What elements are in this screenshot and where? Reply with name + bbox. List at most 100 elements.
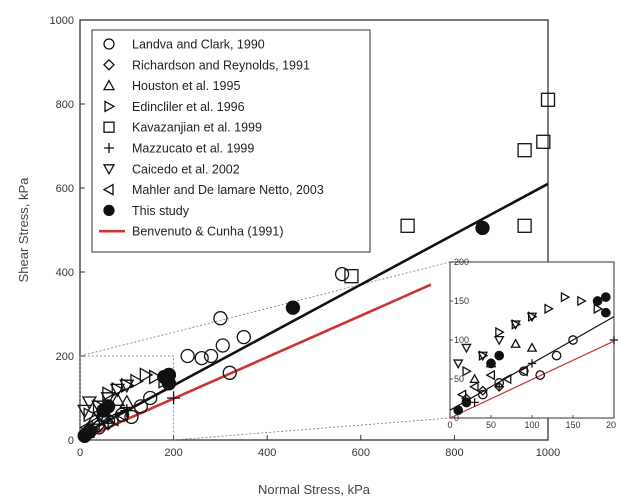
inset-y-tick-label: 0 xyxy=(454,413,459,423)
data-point xyxy=(536,134,551,149)
fit-line xyxy=(79,182,549,437)
data-point xyxy=(109,383,126,398)
legend: Landva and Clark, 1990 Richardson and Rey… xyxy=(91,29,371,253)
inset-y-tick-label: 200 xyxy=(454,257,469,267)
inset-data-point xyxy=(486,358,496,369)
legend-label: Caicedo et al. 2002 xyxy=(132,162,240,176)
data-point xyxy=(102,386,116,402)
legend-label: Kavazanjian et al. 1999 xyxy=(132,121,262,135)
inset-data-point xyxy=(609,335,618,345)
data-point xyxy=(83,407,98,423)
y-tick-label: 1000 xyxy=(50,15,74,27)
inset-data-point xyxy=(568,335,578,345)
inset-data-point xyxy=(593,303,604,315)
inset-data-point xyxy=(535,370,546,380)
inset-data-point xyxy=(526,312,538,323)
y-tick-label: 600 xyxy=(56,183,74,195)
data-point xyxy=(203,348,219,364)
data-point xyxy=(139,367,154,383)
inset-x-tick-label: 150 xyxy=(565,420,580,430)
legend-marker xyxy=(103,121,115,133)
data-point xyxy=(77,404,93,419)
data-point xyxy=(120,377,135,394)
inset-data-point xyxy=(461,343,472,354)
data-point xyxy=(334,266,350,282)
legend-marker xyxy=(103,204,115,217)
x-tick-label: 600 xyxy=(352,447,370,459)
y-tick-label: 0 xyxy=(68,435,74,447)
legend-label: Houston et al. 1995 xyxy=(132,79,240,93)
inset-data-point xyxy=(452,359,464,369)
legend-marker xyxy=(102,164,116,176)
y-axis-title: Shear Stress, kPa xyxy=(16,177,31,283)
legend-marker xyxy=(103,58,115,71)
data-point xyxy=(517,143,532,158)
data-point xyxy=(236,329,251,345)
data-point xyxy=(400,218,415,233)
legend-label: Edincliler et al. 1996 xyxy=(132,100,245,114)
inset-data-point xyxy=(510,338,521,348)
data-point xyxy=(109,392,126,406)
data-point xyxy=(222,365,237,380)
inset-data-point xyxy=(493,335,505,346)
legend-box xyxy=(91,29,371,253)
y-tick-label: 200 xyxy=(56,351,74,363)
data-point xyxy=(149,369,163,385)
inset-data-point xyxy=(477,385,488,396)
inset-data-point xyxy=(501,373,512,385)
data-point xyxy=(100,399,116,414)
data-point xyxy=(180,348,195,364)
legend-label: Mazzucato et al. 1999 xyxy=(132,142,254,156)
inset-data-point xyxy=(511,319,522,330)
inset-x-tick-label: 0 xyxy=(447,420,452,430)
inset-data-point xyxy=(560,291,571,303)
inset-data-point xyxy=(485,369,496,381)
inset-data-point xyxy=(477,389,488,400)
legend-marker xyxy=(103,38,115,50)
x-tick-label: 200 xyxy=(164,447,182,459)
inset-frame xyxy=(449,261,615,419)
inset-data-point xyxy=(600,307,611,318)
y-tick-label: 400 xyxy=(56,267,74,279)
inset-x-tick-label: 100 xyxy=(524,420,539,430)
legend-label: This study xyxy=(132,204,190,218)
legend-label: Richardson and Reynolds, 1991 xyxy=(132,58,310,72)
data-point xyxy=(104,411,119,427)
fit-line xyxy=(79,283,432,442)
data-point xyxy=(517,218,532,233)
x-axis-title: Normal Stress, kPa xyxy=(258,482,371,497)
inset-data-point xyxy=(551,350,562,361)
inset-data-point xyxy=(577,295,587,307)
legend-marker xyxy=(102,183,114,196)
data-point xyxy=(167,391,181,405)
inset-data-point xyxy=(469,373,480,384)
inset-data-point xyxy=(477,351,489,362)
inset-data-point xyxy=(527,311,538,322)
y-tick-label: 800 xyxy=(56,99,74,111)
inset-data-point xyxy=(456,389,467,400)
data-point xyxy=(344,269,359,284)
inset-data-point xyxy=(510,320,521,330)
x-tick-label: 1000 xyxy=(536,447,560,459)
x-tick-label: 0 xyxy=(77,447,83,459)
data-point xyxy=(130,373,144,389)
data-point xyxy=(100,392,116,406)
data-point xyxy=(119,379,135,394)
zoom-region-box xyxy=(79,355,174,441)
inset-data-point xyxy=(592,296,603,306)
data-point xyxy=(194,350,209,366)
data-point xyxy=(133,399,148,414)
inset-data-point xyxy=(527,359,537,368)
data-point xyxy=(161,376,177,391)
legend-marker xyxy=(102,79,116,91)
x-tick-label: 800 xyxy=(445,447,463,459)
legend-marker xyxy=(104,100,116,113)
data-point xyxy=(82,424,97,439)
data-point xyxy=(285,300,301,315)
data-point xyxy=(475,220,490,236)
inset-data-point xyxy=(526,342,538,352)
inset-y-tick-label: 50 xyxy=(454,374,464,384)
inset-data-point xyxy=(494,350,505,361)
data-point xyxy=(540,92,556,107)
